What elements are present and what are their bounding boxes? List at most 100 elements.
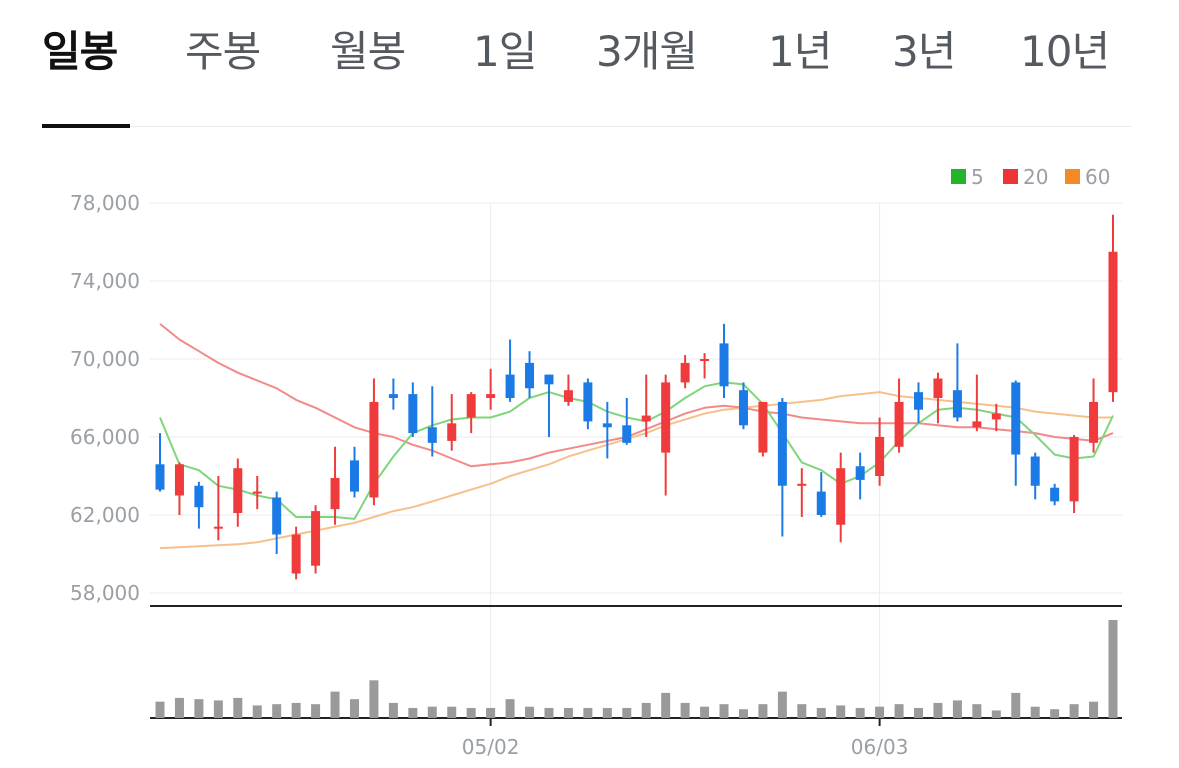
candle-body bbox=[1030, 456, 1040, 486]
candle-body bbox=[1108, 251, 1118, 393]
candle bbox=[1030, 452, 1040, 500]
candle bbox=[914, 382, 924, 424]
active-tab-indicator bbox=[42, 124, 130, 128]
candle-body bbox=[602, 423, 612, 428]
candle-body bbox=[1069, 437, 1079, 502]
candle bbox=[855, 452, 865, 500]
price-tick-label: 66,000 bbox=[70, 425, 140, 449]
candle bbox=[563, 374, 573, 406]
candle bbox=[1089, 378, 1099, 453]
price-axis: 78,000 74,000 70,000 66,000 62,000 58,000 bbox=[70, 191, 140, 605]
date-axis: 05/02 06/03 bbox=[462, 718, 909, 759]
candle-body bbox=[972, 421, 982, 428]
price-tick-label: 78,000 bbox=[70, 191, 140, 215]
ma60-line bbox=[159, 391, 1113, 550]
volume-bar bbox=[563, 707, 573, 718]
candle-body bbox=[758, 401, 768, 453]
price-tick-label: 74,000 bbox=[70, 269, 140, 293]
candle-body bbox=[583, 382, 593, 422]
candle-body bbox=[194, 485, 204, 508]
candle bbox=[427, 386, 437, 457]
candle bbox=[213, 476, 223, 541]
tab-3months[interactable]: 3개월 bbox=[596, 27, 698, 76]
volume-bar bbox=[622, 707, 632, 718]
legend-label: 5 bbox=[971, 165, 984, 189]
volume-bar bbox=[719, 704, 729, 718]
volume-bar bbox=[1050, 709, 1060, 718]
ma20-line bbox=[159, 323, 1114, 468]
candle bbox=[155, 433, 165, 492]
candle-body bbox=[661, 382, 671, 453]
candle-body bbox=[408, 394, 418, 434]
tab-daily[interactable]: 일봉 bbox=[42, 27, 118, 76]
candle-body bbox=[233, 468, 243, 514]
candle-body bbox=[505, 374, 515, 398]
candle bbox=[311, 505, 321, 574]
candle bbox=[194, 481, 204, 529]
tab-3years[interactable]: 3년 bbox=[892, 27, 956, 76]
candle-body bbox=[797, 483, 807, 486]
candle bbox=[836, 452, 846, 543]
candle-body bbox=[836, 468, 846, 525]
candle bbox=[544, 374, 554, 437]
candle bbox=[447, 394, 457, 451]
candle bbox=[719, 323, 729, 398]
volume-bar bbox=[544, 707, 554, 718]
candle bbox=[602, 401, 612, 459]
candle-body bbox=[525, 362, 535, 389]
volume-bar bbox=[661, 692, 671, 718]
candle-body bbox=[914, 392, 924, 410]
candle-body bbox=[875, 437, 885, 476]
candle-body bbox=[349, 460, 359, 492]
legend-label: 20 bbox=[1023, 165, 1048, 189]
candle bbox=[758, 401, 768, 457]
candle bbox=[291, 526, 301, 580]
volume-bar bbox=[408, 707, 418, 718]
candle bbox=[233, 458, 243, 527]
volume-bar bbox=[155, 701, 165, 718]
candle bbox=[505, 339, 515, 402]
stock-chart[interactable]: 78,000 74,000 70,000 66,000 62,000 58,000 05/… bbox=[0, 130, 1179, 768]
candle bbox=[875, 417, 885, 486]
candle-body bbox=[466, 394, 476, 418]
tab-monthly[interactable]: 월봉 bbox=[330, 27, 406, 76]
candle bbox=[700, 353, 710, 379]
tab-10years[interactable]: 10년 bbox=[1020, 27, 1110, 76]
candle bbox=[408, 382, 418, 437]
legend-swatch bbox=[1065, 169, 1080, 184]
tab-1day[interactable]: 1일 bbox=[473, 27, 537, 76]
volume-bar bbox=[952, 700, 962, 718]
candle bbox=[369, 378, 379, 506]
candle bbox=[894, 378, 904, 453]
moving-average-lines bbox=[159, 323, 1114, 550]
volume-bar bbox=[933, 702, 943, 718]
candle bbox=[933, 372, 943, 424]
candle bbox=[738, 382, 748, 430]
price-tick-label: 58,000 bbox=[70, 581, 140, 605]
candle bbox=[525, 351, 535, 398]
volume-bars bbox=[155, 620, 1118, 718]
volume-bar bbox=[991, 710, 1001, 718]
volume-bar bbox=[388, 702, 398, 718]
tab-weekly[interactable]: 주봉 bbox=[185, 27, 261, 76]
tab-1year[interactable]: 1년 bbox=[768, 27, 832, 76]
volume-bar bbox=[447, 706, 457, 718]
volume-bar bbox=[836, 705, 846, 718]
volume-bar bbox=[797, 704, 807, 718]
candle bbox=[1108, 214, 1118, 402]
legend-swatch bbox=[951, 169, 966, 184]
volume-bar bbox=[1069, 704, 1079, 718]
volume-bar bbox=[641, 702, 651, 718]
candle bbox=[797, 468, 807, 517]
legend-label: 60 bbox=[1085, 165, 1110, 189]
date-tick-label: 06/03 bbox=[851, 735, 909, 759]
candle-body bbox=[641, 415, 651, 422]
candle-body bbox=[719, 343, 729, 387]
volume-bar bbox=[855, 707, 865, 718]
chart-grid bbox=[150, 202, 1122, 719]
volume-bar bbox=[427, 706, 437, 718]
candle-body bbox=[388, 394, 398, 398]
candle bbox=[1011, 380, 1021, 486]
volume-bar bbox=[291, 702, 301, 718]
volume-bar bbox=[369, 680, 379, 718]
